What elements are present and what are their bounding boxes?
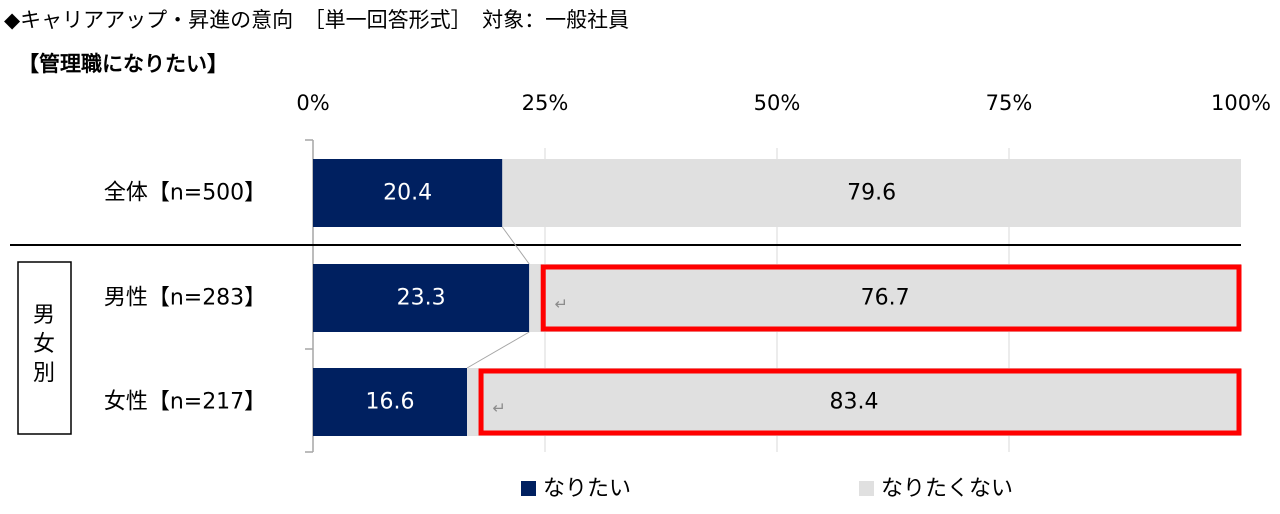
legend-label: なりたくない [881,477,1013,502]
data-label: 79.6 [847,181,896,206]
series-connector-line [466,331,530,369]
data-label: 83.4 [830,390,879,415]
legend-swatch [859,481,874,496]
chart-subtitle: 【管理職になりたい】 [18,52,228,76]
return-mark-icon: ↵ [492,399,505,418]
highlight-box [478,368,1242,436]
group-label: 男女別 [33,303,55,386]
bar-naritakunai [529,264,1241,332]
bar-naritakunai [502,159,1241,227]
bar-naritai [313,368,468,436]
legend-label: なりたい [543,477,631,502]
bar-naritakunai [467,368,1242,436]
x-tick-label: 0% [296,91,329,115]
bar-naritai [313,159,503,227]
category-label: 女性【n=217】 [104,390,266,415]
x-tick-label: 100% [1211,91,1271,115]
chart-title: ◆キャリアアップ・昇進の意向 ［単一回答形式］ 対象：一般社員 [4,8,630,32]
return-mark-icon: ↵ [555,295,568,314]
legend-swatch [521,481,536,496]
data-label: 20.4 [383,181,432,206]
data-label: 76.7 [861,286,910,311]
x-tick-label: 75% [986,91,1033,115]
x-tick-label: 50% [754,91,801,115]
bar-naritai [313,264,530,332]
series-connector-line [501,226,530,265]
data-label: 16.6 [366,390,415,415]
group-label-box [17,261,72,435]
data-label: 23.3 [397,286,446,311]
category-label: 男性【n=283】 [104,286,266,311]
highlight-box [540,264,1242,332]
category-label: 全体【n=500】 [104,181,266,206]
x-tick-label: 25% [522,91,569,115]
